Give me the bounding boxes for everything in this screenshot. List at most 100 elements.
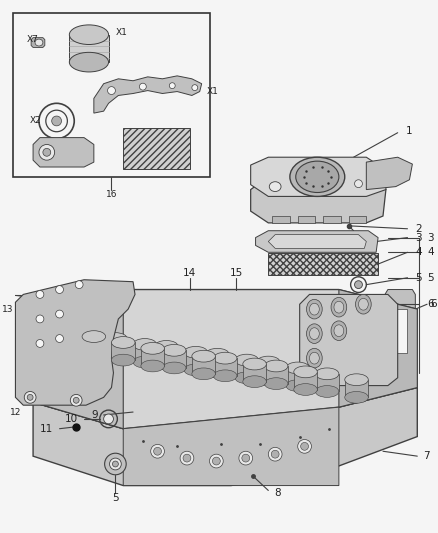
Ellipse shape: [307, 324, 322, 343]
Polygon shape: [315, 374, 339, 391]
Text: 9: 9: [91, 410, 98, 420]
Polygon shape: [53, 330, 76, 349]
Text: 10: 10: [65, 414, 78, 424]
Ellipse shape: [294, 384, 317, 395]
Text: 3: 3: [427, 232, 434, 243]
Ellipse shape: [331, 321, 347, 341]
Ellipse shape: [108, 87, 115, 94]
Polygon shape: [141, 349, 164, 366]
Ellipse shape: [141, 343, 164, 354]
Ellipse shape: [56, 286, 64, 294]
Ellipse shape: [82, 349, 106, 360]
Polygon shape: [251, 157, 386, 197]
Ellipse shape: [53, 343, 76, 354]
Polygon shape: [133, 344, 156, 362]
Ellipse shape: [307, 300, 322, 319]
Polygon shape: [323, 216, 341, 223]
Ellipse shape: [112, 354, 135, 366]
Text: X2: X2: [30, 116, 42, 125]
Ellipse shape: [205, 366, 229, 378]
Text: 8: 8: [274, 488, 281, 498]
Polygon shape: [265, 366, 288, 384]
Ellipse shape: [298, 440, 311, 453]
Ellipse shape: [133, 356, 156, 368]
Ellipse shape: [71, 394, 82, 406]
Ellipse shape: [192, 85, 198, 91]
Polygon shape: [294, 372, 317, 390]
Ellipse shape: [334, 301, 344, 313]
Ellipse shape: [154, 447, 162, 455]
Text: 1: 1: [406, 126, 412, 136]
Ellipse shape: [268, 447, 282, 461]
Ellipse shape: [235, 372, 258, 384]
Polygon shape: [366, 157, 413, 190]
Ellipse shape: [36, 340, 44, 348]
Ellipse shape: [213, 370, 237, 382]
Ellipse shape: [243, 358, 266, 370]
Ellipse shape: [52, 116, 61, 126]
Ellipse shape: [213, 352, 237, 364]
Text: 4: 4: [415, 247, 422, 257]
Text: 13: 13: [2, 305, 14, 313]
Ellipse shape: [310, 328, 319, 340]
Text: X7: X7: [27, 35, 39, 44]
Ellipse shape: [286, 379, 310, 391]
Text: 6: 6: [427, 299, 434, 309]
Ellipse shape: [162, 362, 186, 374]
Ellipse shape: [212, 457, 220, 465]
Ellipse shape: [296, 161, 339, 192]
Ellipse shape: [24, 391, 36, 403]
Ellipse shape: [27, 394, 33, 400]
Text: 5: 5: [427, 273, 434, 283]
Polygon shape: [82, 336, 106, 354]
Text: X1: X1: [207, 87, 219, 96]
Ellipse shape: [257, 374, 280, 385]
Polygon shape: [184, 352, 208, 370]
Ellipse shape: [69, 25, 109, 44]
Text: X1: X1: [115, 28, 127, 37]
Ellipse shape: [310, 352, 319, 364]
Text: 7: 7: [423, 451, 430, 461]
Ellipse shape: [110, 458, 121, 470]
Ellipse shape: [36, 290, 44, 298]
Ellipse shape: [235, 354, 258, 366]
Polygon shape: [14, 13, 209, 177]
Ellipse shape: [354, 281, 362, 288]
Ellipse shape: [205, 349, 229, 360]
Ellipse shape: [112, 336, 135, 349]
Ellipse shape: [139, 83, 146, 90]
Ellipse shape: [73, 397, 79, 403]
Polygon shape: [112, 343, 135, 360]
Ellipse shape: [75, 281, 83, 288]
Polygon shape: [257, 362, 280, 379]
Polygon shape: [235, 360, 258, 378]
Ellipse shape: [345, 391, 368, 403]
Polygon shape: [15, 280, 135, 405]
Ellipse shape: [133, 338, 156, 350]
Ellipse shape: [307, 349, 322, 368]
Ellipse shape: [334, 325, 344, 336]
Ellipse shape: [294, 366, 317, 378]
Ellipse shape: [243, 376, 266, 387]
Polygon shape: [345, 379, 368, 397]
Text: 2: 2: [415, 224, 422, 234]
Polygon shape: [286, 368, 310, 385]
Ellipse shape: [141, 360, 164, 372]
Polygon shape: [391, 309, 407, 353]
Polygon shape: [300, 294, 398, 385]
Polygon shape: [69, 35, 109, 62]
Polygon shape: [213, 358, 237, 376]
Ellipse shape: [286, 362, 310, 374]
Ellipse shape: [104, 350, 127, 362]
Polygon shape: [298, 216, 315, 223]
Ellipse shape: [239, 451, 253, 465]
Polygon shape: [272, 216, 290, 223]
Polygon shape: [94, 76, 201, 113]
Ellipse shape: [104, 414, 113, 424]
Ellipse shape: [192, 368, 215, 379]
Bar: [123, 128, 190, 169]
Polygon shape: [31, 38, 45, 47]
Text: 3: 3: [415, 232, 422, 243]
Ellipse shape: [155, 358, 178, 370]
Text: 15: 15: [230, 268, 243, 278]
